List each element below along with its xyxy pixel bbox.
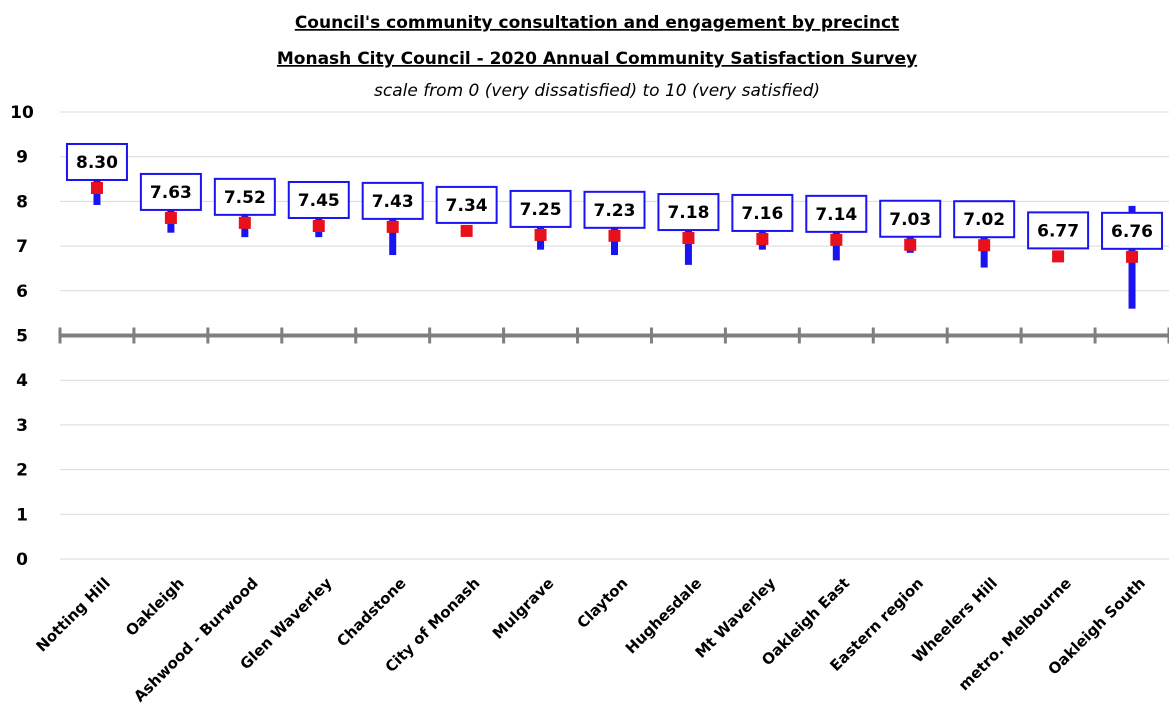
- y-tick-label: 6: [16, 282, 28, 302]
- value-label: 6.76: [1111, 222, 1153, 242]
- value-label-box: [213, 177, 276, 216]
- data-point: [682, 232, 695, 245]
- y-tick-label: 2: [16, 461, 28, 481]
- value-label: 7.16: [741, 204, 783, 224]
- value-label-box: [583, 190, 646, 229]
- data-point: [1052, 250, 1065, 263]
- value-label-box: [879, 199, 942, 238]
- y-tick-label: 0: [16, 550, 28, 570]
- y-tick-label: 4: [16, 371, 28, 391]
- value-label: 7.52: [224, 188, 266, 208]
- data-point: [238, 216, 251, 229]
- value-label-box: [805, 194, 868, 233]
- value-label-box: [287, 180, 350, 219]
- data-point: [90, 181, 103, 194]
- value-label-box: [65, 142, 128, 181]
- value-label: 7.02: [963, 210, 1005, 230]
- value-label: 8.30: [76, 153, 118, 173]
- x-tick-label: Mulgrave: [489, 574, 558, 643]
- y-tick-label: 9: [16, 148, 28, 168]
- y-tick-label: 8: [16, 192, 28, 212]
- chart-subtitle: Monash City Council - 2020 Annual Commun…: [277, 49, 917, 69]
- value-label: 7.03: [889, 210, 931, 230]
- series: 8.30 7.63 7.52 7.45 7.43 7.34 7.25 7.23 7.18 7.16…: [65, 142, 1164, 309]
- value-label: 7.23: [594, 201, 636, 221]
- value-label-box: [1101, 211, 1164, 250]
- value-label: 7.18: [667, 203, 709, 223]
- x-tick-label: Ashwood - Burwood: [130, 574, 261, 705]
- value-label-box: [1027, 211, 1090, 250]
- y-tick-label: 3: [16, 416, 28, 436]
- data-point: [312, 219, 325, 232]
- y-tick-label: 7: [16, 237, 28, 257]
- data-point: [756, 232, 769, 245]
- grid-lines: [60, 111, 1169, 560]
- data-point: [1126, 250, 1139, 263]
- chart-title: Council's community consultation and eng…: [295, 13, 899, 33]
- x-tick-label: Oakleigh: [122, 574, 188, 640]
- y-tick-label: 5: [16, 327, 28, 347]
- x-tick-label: Hughesdale: [622, 574, 705, 657]
- y-tick-label: 1: [16, 505, 28, 525]
- value-label-box: [139, 172, 202, 211]
- x-tick-label: Notting Hill: [32, 574, 113, 655]
- value-label-box: [731, 193, 794, 232]
- y-axis: 0 1 2 3 4 5 6 7 8 9 10: [10, 103, 34, 570]
- data-point: [978, 239, 991, 252]
- data-point: [386, 220, 399, 233]
- value-label: 7.63: [150, 183, 192, 203]
- value-label: 7.14: [815, 205, 857, 225]
- value-label: 6.77: [1037, 221, 1079, 241]
- reference-line: [58, 327, 1169, 344]
- data-point: [904, 238, 917, 251]
- chart-note: scale from 0 (very dissatisfied) to 10 (…: [374, 81, 820, 101]
- value-label-box: [953, 200, 1016, 239]
- x-tick-label: Chadstone: [333, 574, 409, 650]
- value-label: 7.34: [446, 196, 488, 216]
- data-point: [608, 229, 621, 242]
- value-label: 7.25: [520, 200, 562, 220]
- value-label-box: [361, 181, 424, 220]
- data-point: [534, 228, 547, 241]
- x-tick-label: Clayton: [574, 574, 632, 632]
- value-label-box: [435, 185, 498, 224]
- y-tick-label: 10: [10, 103, 34, 123]
- value-label: 7.45: [298, 191, 340, 211]
- value-label: 7.43: [372, 192, 414, 212]
- data-point: [830, 233, 843, 246]
- data-point: [460, 224, 473, 237]
- value-label-box: [657, 193, 720, 232]
- value-label-box: [509, 189, 572, 228]
- data-point: [164, 211, 177, 224]
